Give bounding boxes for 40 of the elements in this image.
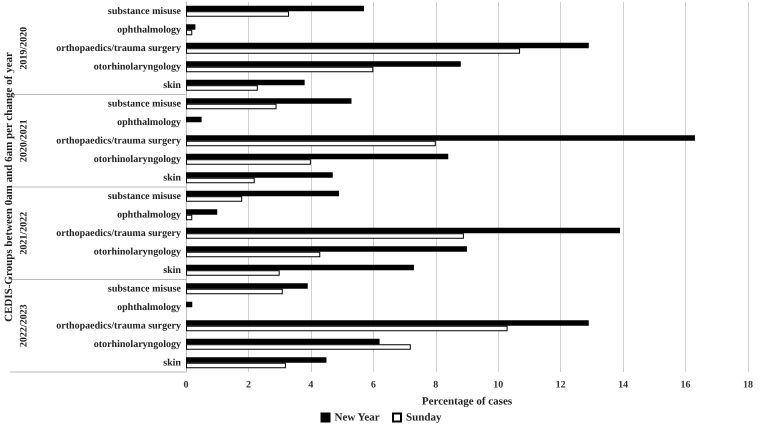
x-tick-label: 14	[618, 380, 628, 390]
x-tick-label: 4	[308, 380, 314, 390]
text: 2021/2022	[18, 212, 30, 255]
x-tick-label: 16	[680, 380, 691, 390]
legend-label: New Year	[334, 412, 380, 424]
text: 2022/2023	[18, 304, 30, 348]
y-tick-label: skin	[163, 172, 182, 184]
y-tick-label: skin	[163, 357, 182, 368]
y-tick-label: substance misuse	[108, 6, 182, 17]
y-tick-label: otorhinolaryngology	[94, 154, 181, 165]
y-tick-label: otorhinolaryngology	[94, 61, 181, 72]
y-tick-label: substance misuse	[108, 283, 182, 294]
bar	[186, 116, 202, 122]
text: 2019/2020	[18, 26, 30, 70]
bar	[186, 302, 192, 308]
y-tick-label: otorhinolaryngology	[94, 338, 181, 350]
x-tick-label: 18	[743, 380, 753, 390]
y-tick-label: otorhinolaryngology	[94, 246, 181, 258]
x-tick-label: 2	[246, 380, 251, 390]
y-tick-label: ophthalmology	[117, 116, 181, 128]
x-tick-label: 6	[370, 380, 376, 390]
y-tick-label: orthopaedics/trauma surgery	[56, 320, 181, 332]
x-axis-title: Percentage of cases	[422, 396, 513, 408]
x-tick-label: 8	[433, 380, 438, 390]
y-tick-label: skin	[163, 264, 182, 276]
x-tick-label: 0	[184, 380, 188, 390]
y-tick-label: orthopaedics/trauma surgery	[56, 228, 181, 239]
y-axis-title: CEDIS-Groups between 0am and 6am per change of year	[3, 52, 15, 322]
y-tick-label: ophthalmology	[117, 209, 181, 220]
y-tick-label: ophthalmology	[117, 302, 181, 313]
legend-label: Sunday	[406, 412, 442, 424]
y-tick-label: orthopaedics/trauma surgery	[56, 135, 181, 146]
y-tick-label: substance misuse	[108, 98, 182, 110]
x-tick-label: 10	[493, 380, 504, 390]
y-tick-label: ophthalmology	[117, 24, 181, 36]
text: 2020/2021	[18, 119, 30, 162]
y-tick-label: orthopaedics/trauma surgery	[56, 42, 181, 54]
y-tick-label: skin	[163, 80, 182, 91]
y-tick-label: substance misuse	[108, 190, 182, 202]
x-tick-label: 12	[556, 380, 566, 390]
